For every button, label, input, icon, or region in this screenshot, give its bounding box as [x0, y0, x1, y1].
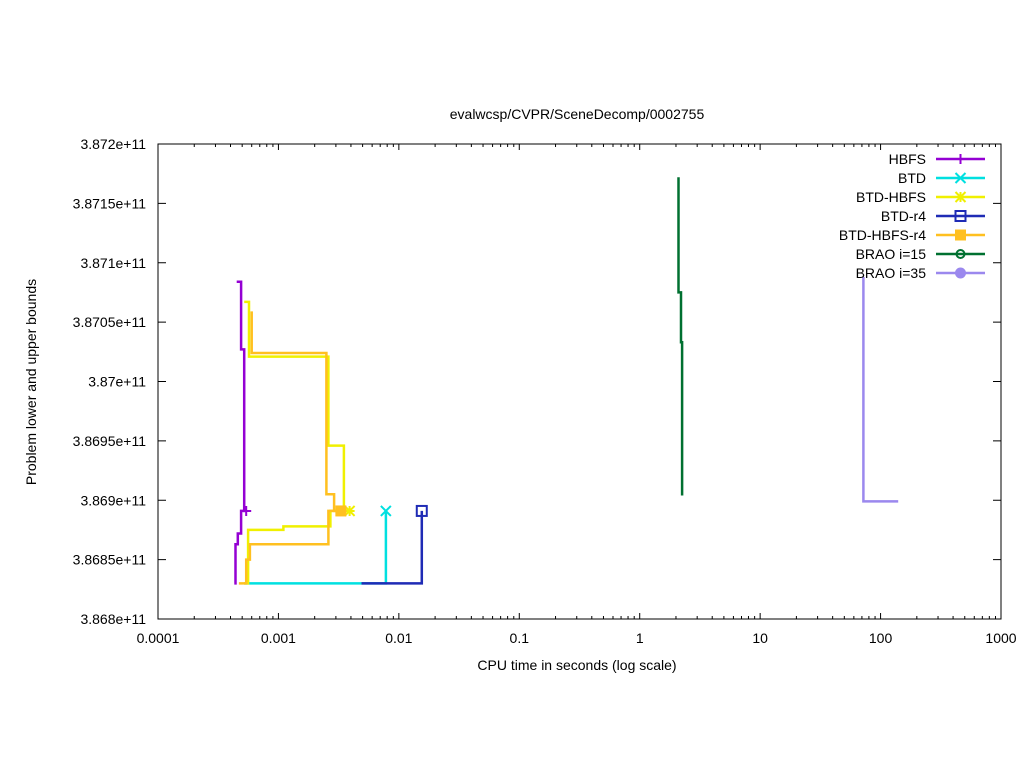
legend-entry: BRAO i=35	[856, 265, 985, 281]
y-tick-label: 3.872e+11	[80, 136, 146, 152]
legend-entry: BTD-HBFS	[856, 189, 985, 205]
y-tick-label: 3.8685e+11	[73, 552, 147, 568]
legend: HBFS BTD BTD-HBFS BTD-r4 BTD-HBFS-r4 BRAO i=1…	[839, 151, 985, 281]
legend-entry: BTD-r4	[881, 208, 985, 224]
series-line	[234, 509, 247, 585]
series-brao-i-35	[862, 277, 899, 503]
series-line	[244, 510, 388, 585]
legend-label: BRAO i=35	[856, 265, 927, 281]
y-tick-label: 3.868e+11	[80, 611, 146, 627]
x-tick-label: 1000	[985, 630, 1016, 646]
series-line	[250, 311, 341, 513]
marker-square	[415, 504, 428, 517]
y-tick-label: 3.8715e+11	[73, 195, 147, 211]
legend-label: HBFS	[889, 151, 926, 167]
marker-cross	[380, 505, 392, 517]
series-line	[244, 300, 350, 513]
marker-plus	[955, 154, 966, 164]
y-tick-label: 3.869e+11	[80, 492, 146, 508]
legend-label: BTD-HBFS	[856, 189, 926, 205]
legend-label: BTD	[898, 170, 926, 186]
series-btd-hbfs-r4	[238, 311, 347, 585]
legend-label: BTD-r4	[881, 208, 926, 224]
series-line	[361, 510, 424, 585]
y-tick-label: 3.8695e+11	[73, 433, 147, 449]
x-tick-label: 100	[869, 630, 893, 646]
plot-series	[234, 177, 899, 585]
series-brao-i-15	[677, 177, 684, 496]
y-tick-label: 3.87e+11	[88, 374, 146, 390]
x-tick-label: 0.1	[510, 630, 530, 646]
x-tick-label: 0.0001	[137, 630, 180, 646]
series-btd-r4	[361, 504, 428, 585]
marker-square	[954, 210, 967, 222]
marker-filled-circle	[955, 267, 966, 279]
legend-entry: BTD	[898, 170, 985, 186]
series-line	[244, 509, 350, 585]
y-axis-label: Problem lower and upper bounds	[23, 279, 39, 485]
x-axis-label: CPU time in seconds (log scale)	[477, 657, 676, 673]
x-tick-label: 0.01	[385, 630, 412, 646]
series-line	[862, 277, 899, 503]
axis-ticks: 0.0001 0.001 0.01 0.1 1 10 100 1000 3.868e+11 3.8…	[73, 136, 1017, 646]
legend-entry: HBFS	[889, 151, 985, 167]
series-line	[238, 509, 341, 585]
marker-circle	[955, 249, 966, 259]
series-hbfs	[234, 280, 252, 585]
x-tick-label: 0.001	[261, 630, 296, 646]
legend-entry: BRAO i=15	[856, 246, 985, 262]
x-tick-label: 1	[636, 630, 644, 646]
series-btd-hbfs	[244, 300, 356, 585]
marker-cross	[954, 172, 967, 184]
x-tick-label: 10	[752, 630, 768, 646]
legend-label: BRAO i=15	[856, 246, 927, 262]
series-line	[677, 177, 684, 496]
marker-star	[954, 191, 967, 203]
marker-plus	[241, 505, 252, 516]
y-tick-label: 3.871e+11	[80, 255, 146, 271]
chart-title: evalwcsp/CVPR/SceneDecomp/0002755	[450, 106, 705, 122]
marker-star	[343, 505, 356, 517]
y-tick-label: 3.8705e+11	[73, 314, 147, 330]
series-line	[236, 280, 247, 513]
legend-entry: BTD-HBFS-r4	[839, 227, 985, 243]
legend-label: BTD-HBFS-r4	[839, 227, 926, 243]
plot-frame	[157, 143, 1002, 620]
marker-filled-square	[335, 505, 347, 517]
marker-filled-square	[955, 229, 966, 241]
